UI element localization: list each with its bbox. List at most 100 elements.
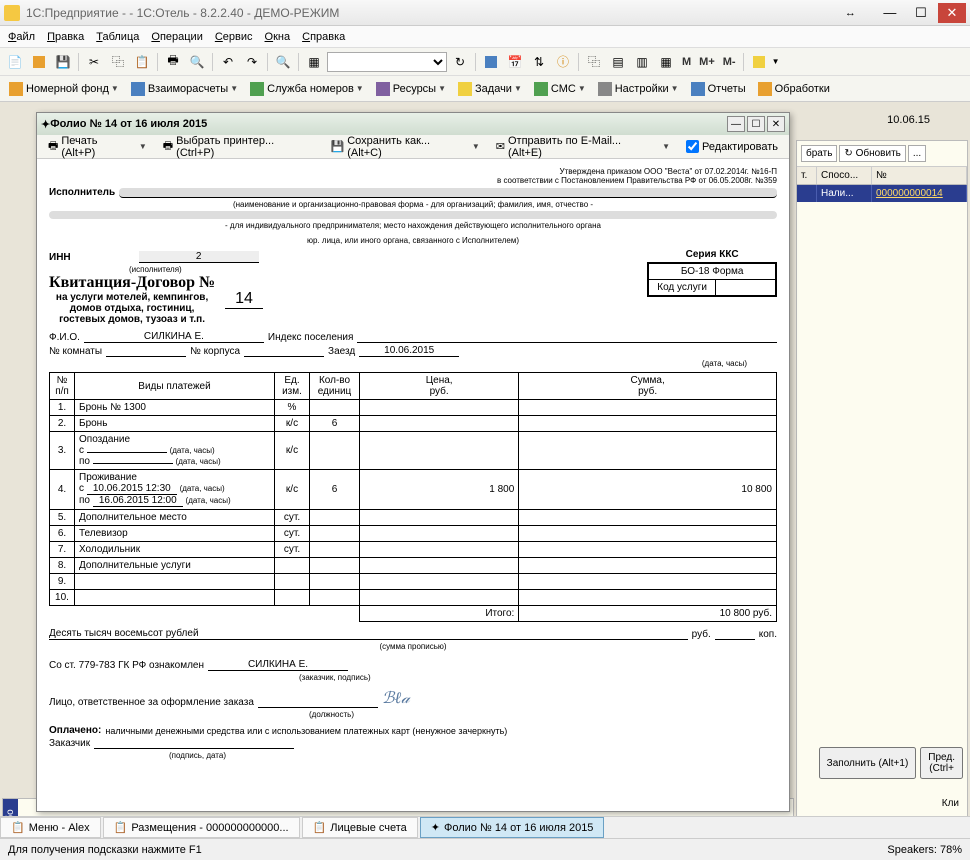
table-row: 5.Дополнительное местосут.	[50, 510, 777, 526]
doc-link[interactable]: 000000000014	[872, 185, 967, 202]
maximize-button[interactable]: ☐	[907, 3, 935, 23]
folio-window: ✦ Фолио № 14 от 16 июля 2015 — ☐ ✕ 🖶 Печ…	[36, 112, 790, 812]
dup-icon[interactable]: ⿻	[583, 51, 605, 73]
table-row: 6.Телевизорсут.	[50, 526, 777, 542]
table-row: 7.Холодильниксут.	[50, 542, 777, 558]
module-resources[interactable]: Ресурсы▼	[371, 79, 451, 99]
grid-icon[interactable]: ▦	[303, 51, 325, 73]
tab-menu[interactable]: 📋 Меню - Alex	[0, 817, 101, 838]
edit-checkbox[interactable]: Редактировать	[679, 137, 785, 156]
module-housekeeping[interactable]: Служба номеров▼	[245, 79, 369, 99]
folio-max-button[interactable]: ☐	[747, 116, 765, 132]
open-icon[interactable]	[28, 51, 50, 73]
undo-icon[interactable]: ↶	[217, 51, 239, 73]
cut-icon[interactable]: ✂	[83, 51, 105, 73]
folio-title: Фолио № 14 от 16 июля 2015	[50, 118, 207, 130]
help-icon[interactable]: ⓘ	[552, 51, 574, 73]
layout1-icon[interactable]: ▤	[607, 51, 629, 73]
main-titlebar: 1С:Предприятие - - 1С:Отель - 8.2.2.40 -…	[0, 0, 970, 26]
folio-icon: ✦	[41, 118, 50, 131]
toolbar-modules: Номерной фонд▼ Взаиморасчеты▼ Служба ном…	[0, 76, 970, 102]
refresh-button[interactable]: ↻ Обновить	[839, 145, 905, 162]
pred-button[interactable]: Пред. (Ctrl+	[920, 747, 963, 779]
save-as-button[interactable]: 💾 Сохранить как... (Alt+C)▼	[324, 132, 487, 162]
m-button[interactable]: M	[679, 56, 694, 68]
layout3-icon[interactable]: ▦	[655, 51, 677, 73]
folio-toolbar: 🖶 Печать (Alt+P)▼ 🖶 Выбрать принтер... (…	[37, 135, 789, 159]
current-date: 10.06.15	[887, 114, 930, 126]
zoom-combo[interactable]	[327, 52, 447, 72]
signature-icon: ℬℓ𝒶	[382, 688, 410, 708]
tool-icon[interactable]	[748, 51, 770, 73]
select-button[interactable]: брать	[801, 145, 837, 162]
module-settlements[interactable]: Взаиморасчеты▼	[126, 79, 243, 99]
window-controls: — ☐ ✕	[876, 2, 966, 23]
table-row: 1.Бронь № 1300%	[50, 400, 777, 416]
layout2-icon[interactable]: ▥	[631, 51, 653, 73]
menu-edit[interactable]: Правка	[47, 31, 84, 43]
paste-icon[interactable]: 📋	[131, 51, 153, 73]
grid-row[interactable]: Нали... 000000000014	[797, 185, 967, 202]
folio-close-button[interactable]: ✕	[767, 116, 785, 132]
menu-file[interactable]: Файл	[8, 31, 35, 43]
new-icon[interactable]: 📄	[4, 51, 26, 73]
module-rooms[interactable]: Номерной фонд▼	[4, 79, 124, 99]
main-menu: Файл Правка Таблица Операции Сервис Окна…	[0, 26, 970, 48]
table-row: 2.Броньк/с6	[50, 416, 777, 432]
find-icon[interactable]: 🔍	[272, 51, 294, 73]
choose-printer-button[interactable]: 🖶 Выбрать принтер... (Ctrl+P)	[156, 132, 322, 162]
folio-min-button[interactable]: —	[727, 116, 745, 132]
module-reports[interactable]: Отчеты	[686, 79, 751, 99]
address-redacted	[49, 211, 777, 219]
minimize-button[interactable]: —	[876, 2, 904, 22]
cli-label: Кли	[942, 798, 959, 809]
table-row: 4.Проживаниес 10.06.2015 12:30 (дата, ча…	[50, 470, 777, 510]
table-row: 8.Дополнительные услуги	[50, 558, 777, 574]
sort-icon[interactable]: ⇅	[528, 51, 550, 73]
menu-ops[interactable]: Операции	[151, 31, 202, 43]
table-row: 9.	[50, 574, 777, 590]
sync-icon[interactable]: ↔	[845, 7, 856, 19]
menu-windows[interactable]: Окна	[265, 31, 291, 43]
module-processing[interactable]: Обработки	[753, 79, 835, 99]
menu-table[interactable]: Таблица	[96, 31, 139, 43]
taskbar: 📋 Меню - Alex 📋 Размещения - 00000000000…	[0, 816, 970, 838]
calc-icon[interactable]	[480, 51, 502, 73]
table-row: 3.Опозданиес (дата, часы)по (дата, часы)…	[50, 432, 777, 470]
refresh-icon[interactable]: ↻	[449, 51, 471, 73]
preview-icon[interactable]: 🔍	[186, 51, 208, 73]
tab-folio[interactable]: ✦ Фолио № 14 от 16 июля 2015	[420, 817, 605, 838]
mplus-button[interactable]: M+	[696, 56, 718, 68]
window-title: 1С:Предприятие - - 1С:Отель - 8.2.2.40 -…	[26, 6, 825, 20]
status-hint: Для получения подсказки нажмите F1	[8, 844, 202, 856]
form-box: БО-18 Форма Код услуги	[647, 262, 777, 297]
mminus-button[interactable]: M-	[720, 56, 739, 68]
save-icon[interactable]: 💾	[52, 51, 74, 73]
calendar-icon[interactable]: 📅	[504, 51, 526, 73]
document-body: Утверждена приказом ООО "Веста" от 07.02…	[37, 159, 789, 811]
module-sms[interactable]: СМС▼	[529, 79, 591, 99]
copy-icon[interactable]: ⿻	[107, 51, 129, 73]
close-button[interactable]: ✕	[938, 3, 966, 23]
print-icon[interactable]: 🖶	[162, 51, 184, 73]
module-tasks[interactable]: Задачи▼	[453, 79, 527, 99]
payments-grid: брать ↻ Обновить ... т. Спосо... № Нали.…	[796, 140, 968, 820]
workspace: 10.06.15 брать ↻ Обновить ... т. Спосо..…	[0, 102, 970, 838]
print-button[interactable]: 🖶 Печать (Alt+P)▼	[41, 132, 154, 162]
grid-header: т. Спосо... №	[797, 167, 967, 185]
module-settings[interactable]: Настройки▼	[593, 79, 684, 99]
table-row: 10.	[50, 590, 777, 606]
statusbar: Для получения подсказки нажмите F1 Speak…	[0, 838, 970, 860]
redo-icon[interactable]: ↷	[241, 51, 263, 73]
status-speakers: Speakers: 78%	[887, 844, 962, 856]
fill-button[interactable]: Заполнить (Alt+1)	[819, 747, 917, 779]
menu-help[interactable]: Справка	[302, 31, 345, 43]
more-button[interactable]: ...	[908, 145, 926, 162]
tab-accommodations[interactable]: 📋 Размещения - 000000000000...	[103, 817, 300, 838]
tab-accounts[interactable]: 📋 Лицевые счета	[302, 817, 418, 838]
toolbar-standard: 📄 💾 ✂ ⿻ 📋 🖶 🔍 ↶ ↷ 🔍 ▦ ↻ 📅 ⇅ ⓘ ⿻ ▤ ▥ ▦ M …	[0, 48, 970, 76]
menu-service[interactable]: Сервис	[215, 31, 253, 43]
payments-table: № п/п Виды платежей Ед. изм. Кол-во един…	[49, 372, 777, 622]
email-button[interactable]: ✉ Отправить по E-Mail... (Alt+E)▼	[489, 132, 677, 162]
app-logo-icon	[4, 5, 20, 21]
